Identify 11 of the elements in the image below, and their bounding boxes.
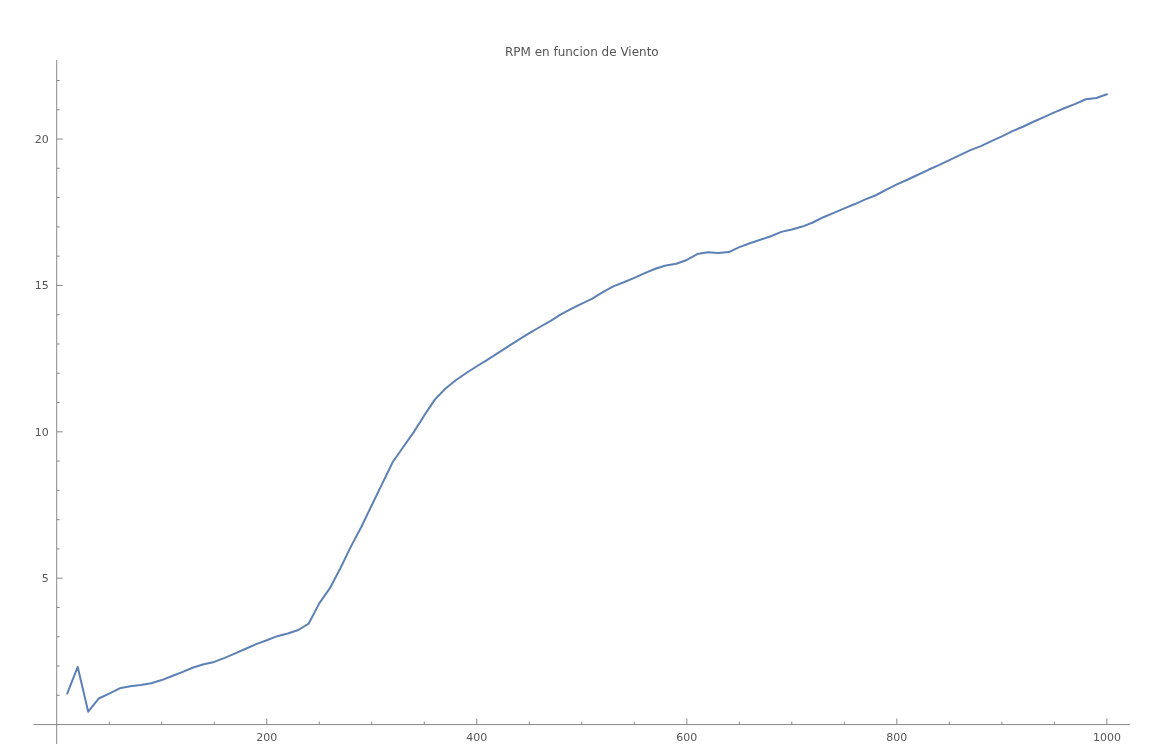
x-tick-label: 400 — [466, 730, 488, 744]
chart-title: RPM en funcion de Viento — [504, 45, 659, 59]
y-tick-label: 5 — [41, 572, 49, 586]
x-tick-label: 1000 — [1092, 730, 1121, 744]
y-tick-label: 15 — [34, 279, 49, 293]
x-tick-label: 200 — [256, 730, 278, 744]
x-tick-label: 800 — [886, 730, 908, 744]
y-tick-label: 10 — [34, 425, 49, 439]
x-tick-label: 600 — [676, 730, 698, 744]
y-tick-label: 20 — [34, 133, 49, 147]
line-series — [66, 93, 1108, 713]
